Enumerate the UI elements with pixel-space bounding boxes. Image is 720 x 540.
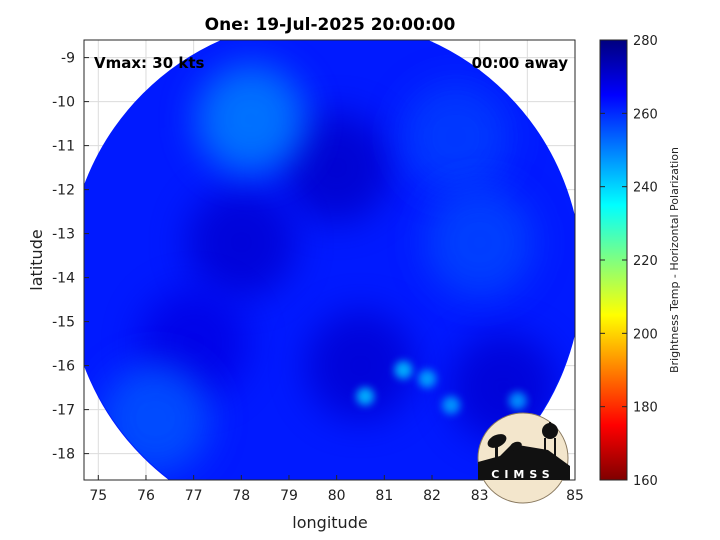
x-tick-label: 85 xyxy=(566,488,584,504)
y-tick-label: -11 xyxy=(52,139,75,155)
y-tick-label: -14 xyxy=(52,271,75,287)
y-tick-label: -12 xyxy=(52,183,75,199)
x-tick-label: 78 xyxy=(232,488,250,504)
x-tick-label: 76 xyxy=(137,488,155,504)
logo-text: CIMSS xyxy=(491,468,554,481)
colorbar-label: Brightness Temp - Horizontal Polarizatio… xyxy=(668,147,681,373)
swath-disc xyxy=(84,40,575,480)
swath-feature xyxy=(442,396,461,415)
swath-feature xyxy=(508,391,527,410)
swath-feature xyxy=(418,369,437,388)
plot-frame xyxy=(83,39,576,481)
colorbar-tick-label: 160 xyxy=(633,474,658,489)
colorbar-ticks: 280 260 240 220 200 180 160 xyxy=(600,34,658,489)
x-tick-label: 80 xyxy=(328,488,346,504)
swath-feature xyxy=(100,363,211,474)
colorbar-tick-label: 200 xyxy=(633,327,658,342)
x-tick-label: 83 xyxy=(471,488,489,504)
cimss-logo: CIMSS xyxy=(477,412,570,504)
x-tick-label: 77 xyxy=(185,488,203,504)
vmax-annotation: Vmax: 30 kts xyxy=(94,54,204,72)
swath-feature xyxy=(394,361,413,379)
y-tick-label: -16 xyxy=(52,359,75,375)
x-axis-label: longitude xyxy=(292,513,367,532)
swath-feature xyxy=(195,64,306,175)
x-tick-label: 79 xyxy=(280,488,298,504)
colorbar-tick-label: 260 xyxy=(633,107,658,122)
chart-title: One: 19-Jul-2025 20:00:00 xyxy=(205,15,456,35)
swath-feature xyxy=(281,112,392,223)
swath-feature xyxy=(186,187,297,298)
y-tick-label: -13 xyxy=(52,227,75,243)
colorbar-tick-label: 240 xyxy=(633,181,658,196)
x-tick-label: 81 xyxy=(375,488,393,504)
y-tick-label: -18 xyxy=(52,447,75,463)
swath-feature xyxy=(356,387,375,406)
y-tick-label: -10 xyxy=(52,95,75,111)
y-tick-label: -17 xyxy=(52,403,75,419)
colorbar-tick-label: 220 xyxy=(633,254,658,269)
swath-image xyxy=(84,40,575,480)
colorbar-tick-label: 280 xyxy=(633,34,658,49)
y-tick-label: -9 xyxy=(61,51,75,67)
y-tick-label: -15 xyxy=(52,315,75,331)
swath-feature xyxy=(305,310,416,421)
y-axis-label: latitude xyxy=(27,229,46,290)
swath-feature xyxy=(400,81,511,192)
time-away-annotation: 00:00 away xyxy=(472,54,569,72)
x-tick-label: 75 xyxy=(89,488,107,504)
x-tick-label: 82 xyxy=(423,488,441,504)
y-axis-ticks: -9 -10 -11 -12 -13 -14 -15 -16 -17 -18 xyxy=(52,51,89,463)
swath-feature xyxy=(424,187,535,298)
colorbar-tick-label: 180 xyxy=(633,401,658,416)
